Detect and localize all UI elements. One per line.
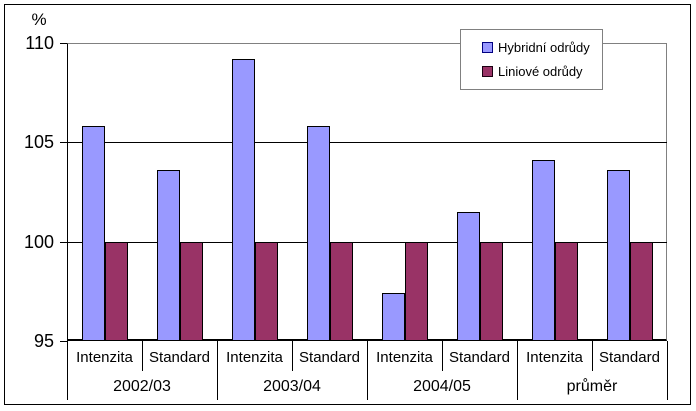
x-subcategory-tick bbox=[592, 341, 593, 371]
bar-hybridní-2 bbox=[231, 59, 255, 341]
legend: Hybridní odrůdy Liniové odrůdy bbox=[460, 29, 603, 90]
y-axis-title: % bbox=[31, 10, 47, 29]
x-category-label: Standard bbox=[449, 349, 510, 366]
x-group-label: 2002/03 bbox=[113, 378, 171, 395]
hybrid-series-swatch-icon bbox=[482, 42, 493, 53]
x-category-label: Standard bbox=[299, 349, 360, 366]
y-tick-label-110: 110 bbox=[25, 33, 54, 53]
bar-liniové-7 bbox=[629, 242, 653, 341]
plot-area bbox=[67, 43, 667, 341]
bar-hybridní-3 bbox=[306, 126, 330, 341]
legend-label-hybrid: Hybridní odrůdy bbox=[498, 40, 590, 55]
x-category-label: Intenzita bbox=[526, 349, 583, 366]
x-category-label: Intenzita bbox=[226, 349, 283, 366]
x-category-label: Intenzita bbox=[76, 349, 133, 366]
x-category-label: Standard bbox=[149, 349, 210, 366]
x-group-label: 2004/05 bbox=[413, 378, 471, 395]
legend-item-linie: Liniové odrůdy bbox=[482, 64, 602, 79]
y-tick-label-100: 100 bbox=[23, 232, 54, 252]
bar-liniové-0 bbox=[104, 242, 128, 341]
linie-series-swatch-icon bbox=[482, 66, 493, 77]
x-category-label: Standard bbox=[599, 349, 660, 366]
legend-label-linie: Liniové odrůdy bbox=[498, 64, 583, 79]
bar-liniové-4 bbox=[404, 242, 428, 341]
legend-item-hybrid: Hybridní odrůdy bbox=[482, 40, 602, 55]
y-tick-label-105: 105 bbox=[23, 132, 54, 152]
x-subcategory-tick bbox=[292, 341, 293, 371]
x-group-label: 2003/04 bbox=[263, 378, 321, 395]
x-group-tick bbox=[217, 341, 218, 400]
y-axis-tick-105 bbox=[60, 142, 67, 143]
bar-liniové-3 bbox=[329, 242, 353, 341]
gridline-105 bbox=[67, 142, 667, 143]
x-group-tick bbox=[517, 341, 518, 400]
bar-hybridní-1 bbox=[156, 170, 180, 341]
y-tick-label-95: 95 bbox=[33, 331, 54, 351]
bar-hybridní-0 bbox=[81, 126, 105, 341]
x-subcategory-tick bbox=[442, 341, 443, 371]
x-group-tick bbox=[667, 341, 668, 400]
chart-outer-border bbox=[4, 4, 691, 405]
x-group-tick bbox=[367, 341, 368, 400]
bar-hybridní-6 bbox=[531, 160, 555, 341]
bar-liniové-2 bbox=[254, 242, 278, 341]
bar-liniové-1 bbox=[179, 242, 203, 341]
bar-liniové-6 bbox=[554, 242, 578, 341]
bar-hybridní-4 bbox=[381, 293, 405, 341]
y-axis-tick-100 bbox=[60, 242, 67, 243]
bar-liniové-5 bbox=[479, 242, 503, 341]
bar-hybridní-7 bbox=[606, 170, 630, 341]
x-category-label: Intenzita bbox=[376, 349, 433, 366]
x-group-tick bbox=[67, 341, 68, 400]
x-subcategory-tick bbox=[142, 341, 143, 371]
x-group-label: průměr bbox=[566, 378, 618, 395]
gridline-100 bbox=[67, 242, 667, 243]
y-axis-tick-95 bbox=[60, 341, 67, 342]
y-axis-tick-110 bbox=[60, 43, 67, 44]
bar-hybridní-5 bbox=[456, 212, 480, 341]
